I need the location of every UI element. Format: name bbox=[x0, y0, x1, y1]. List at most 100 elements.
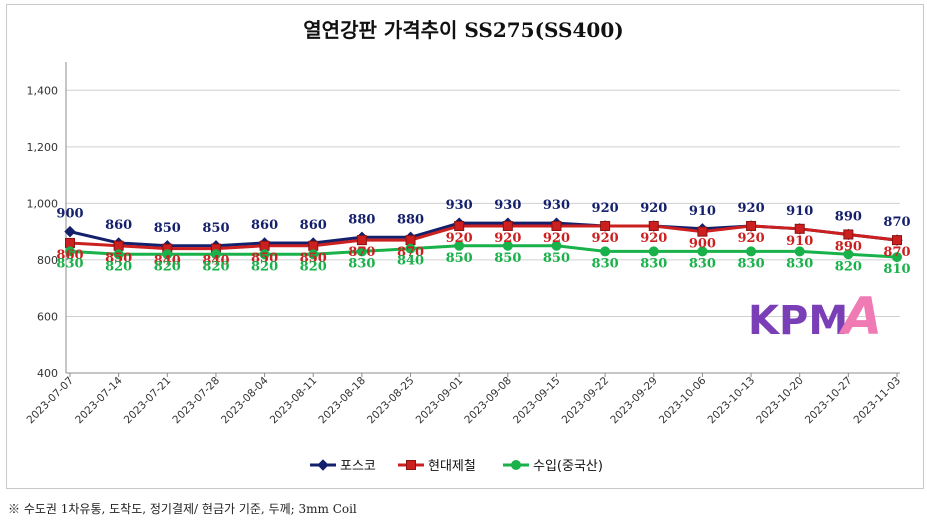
data-point bbox=[843, 229, 854, 240]
data-point bbox=[406, 460, 416, 470]
chart-title: 열연강판 가격추이 SS275(SS400) bbox=[303, 18, 624, 42]
data-point bbox=[551, 220, 562, 231]
data-point bbox=[308, 249, 319, 260]
data-point bbox=[600, 246, 611, 257]
y-tick-label: 1,000 bbox=[27, 197, 59, 210]
data-point bbox=[843, 249, 854, 260]
data-point bbox=[405, 235, 416, 246]
data-point bbox=[454, 220, 465, 231]
data-point bbox=[405, 243, 416, 254]
logo-text-a: A bbox=[838, 287, 882, 347]
legend-label: 포스코 bbox=[340, 459, 376, 474]
data-label: 920 bbox=[737, 201, 764, 216]
data-label: 920 bbox=[592, 231, 619, 246]
data-label: 830 bbox=[56, 256, 83, 271]
data-label: 870 bbox=[348, 245, 375, 260]
legend-label: 수입(중국산) bbox=[533, 459, 603, 474]
data-label: 870 bbox=[883, 215, 910, 230]
data-point bbox=[892, 252, 902, 263]
y-tick-label: 1,400 bbox=[27, 84, 59, 97]
data-label: 860 bbox=[300, 218, 327, 233]
data-label: 810 bbox=[883, 262, 910, 277]
data-label: 910 bbox=[786, 204, 813, 219]
data-label: 920 bbox=[543, 231, 570, 246]
grid-lines bbox=[66, 89, 900, 317]
data-label: 820 bbox=[251, 259, 278, 274]
x-tick-label: 2023-07-21 bbox=[122, 375, 174, 427]
data-label: 910 bbox=[786, 234, 813, 249]
data-label: 920 bbox=[446, 231, 473, 246]
data-label: 930 bbox=[543, 198, 570, 213]
data-point bbox=[892, 235, 902, 246]
data-label: 850 bbox=[154, 221, 181, 236]
x-tick-label: 2023-07-14 bbox=[73, 374, 125, 426]
y-tick-label: 800 bbox=[37, 254, 58, 267]
x-tick-label: 2023-09-08 bbox=[462, 375, 514, 427]
data-point bbox=[356, 235, 367, 246]
data-label: 870 bbox=[883, 245, 910, 260]
data-label: 820 bbox=[300, 259, 327, 274]
data-label: 910 bbox=[689, 204, 716, 219]
data-point bbox=[113, 240, 124, 251]
data-label: 890 bbox=[835, 239, 862, 254]
data-label: 900 bbox=[689, 237, 716, 252]
data-label: 820 bbox=[835, 259, 862, 274]
data-point bbox=[648, 246, 659, 257]
x-tick-label: 2023-10-27 bbox=[803, 375, 855, 427]
x-tick-label: 2023-09-29 bbox=[608, 375, 660, 427]
data-point bbox=[454, 240, 465, 251]
data-point bbox=[502, 240, 513, 251]
x-tick-label: 2023-07-28 bbox=[170, 375, 222, 427]
data-point bbox=[648, 220, 659, 231]
x-tick-label: 2023-10-13 bbox=[706, 375, 758, 427]
legend-label: 현대제철 bbox=[428, 459, 476, 474]
data-label: 870 bbox=[397, 245, 424, 260]
data-label: 900 bbox=[56, 207, 83, 222]
kpma-logo: KPM A bbox=[748, 287, 882, 347]
data-label: 820 bbox=[105, 259, 132, 274]
data-label: 830 bbox=[737, 256, 764, 271]
data-label: 860 bbox=[56, 248, 83, 263]
data-point bbox=[746, 220, 757, 231]
data-point bbox=[697, 226, 708, 237]
data-label: 860 bbox=[105, 218, 132, 233]
y-tick-label: 1,200 bbox=[27, 141, 59, 154]
data-label: 920 bbox=[640, 201, 667, 216]
x-axis: 2023-07-072023-07-142023-07-212023-07-28… bbox=[24, 372, 903, 427]
data-point bbox=[259, 240, 270, 251]
series-line bbox=[69, 224, 898, 251]
data-label: 850 bbox=[105, 251, 132, 266]
data-label: 920 bbox=[640, 231, 667, 246]
data-point bbox=[162, 249, 173, 260]
x-tick-label: 2023-08-04 bbox=[219, 374, 271, 426]
data-label: 820 bbox=[202, 259, 229, 274]
data-label: 830 bbox=[592, 256, 619, 271]
series-lines bbox=[64, 217, 903, 263]
data-point bbox=[502, 220, 513, 231]
x-tick-label: 2023-10-20 bbox=[754, 375, 806, 427]
data-point bbox=[794, 246, 805, 257]
x-tick-label: 2023-09-01 bbox=[414, 375, 466, 427]
x-tick-label: 2023-08-25 bbox=[365, 375, 417, 427]
data-label: 850 bbox=[202, 221, 229, 236]
x-tick-label: 2023-09-15 bbox=[511, 375, 563, 427]
data-label: 840 bbox=[202, 254, 229, 269]
x-tick-label: 2023-10-06 bbox=[657, 374, 709, 426]
x-tick-label: 2023-11-03 bbox=[851, 375, 903, 427]
data-label: 920 bbox=[592, 201, 619, 216]
data-point bbox=[64, 225, 76, 238]
data-label: 840 bbox=[397, 254, 424, 269]
data-point bbox=[317, 459, 329, 471]
data-label: 920 bbox=[494, 231, 521, 246]
data-label: 830 bbox=[689, 256, 716, 271]
footnote: ※ 수도권 1차유통, 도착도, 정기결제/ 현금가 기준, 두께; 3mm C… bbox=[8, 502, 357, 516]
data-point bbox=[113, 249, 124, 260]
data-label: 880 bbox=[397, 212, 424, 227]
data-labels: 900 860 850 850 860 860 880 880 930 930 930 920 920 9… bbox=[56, 198, 910, 277]
data-point bbox=[259, 249, 270, 260]
data-label: 880 bbox=[348, 212, 375, 227]
data-point bbox=[551, 240, 562, 251]
data-label: 850 bbox=[251, 251, 278, 266]
data-point bbox=[600, 220, 611, 231]
